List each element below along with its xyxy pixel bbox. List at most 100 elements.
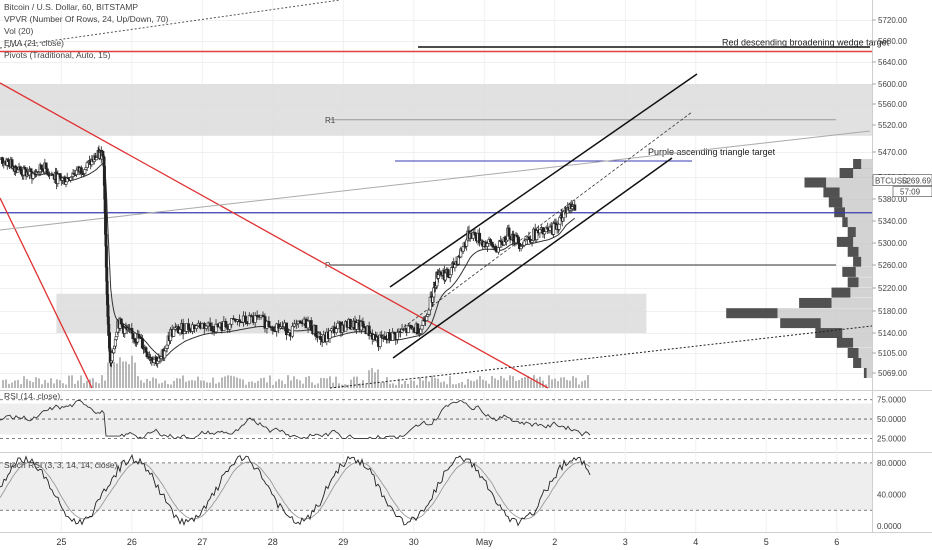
volume-bar xyxy=(215,383,217,388)
vprofile-down-bar xyxy=(839,168,854,178)
price-axis-label: 5600.00 xyxy=(878,80,907,89)
volume-bar xyxy=(137,376,139,388)
volume-bar xyxy=(113,361,115,388)
volume-bar xyxy=(272,384,274,388)
volume-bar xyxy=(95,382,97,388)
volume-bar xyxy=(26,379,28,388)
volume-bar xyxy=(575,377,577,388)
volume-bar xyxy=(506,380,508,388)
candle-body xyxy=(416,323,420,335)
volume-bar xyxy=(470,380,472,388)
candle-body xyxy=(105,280,109,295)
volume-bar xyxy=(179,378,181,388)
price-axis-label: 5140.00 xyxy=(878,329,907,338)
vprofile-up-bar xyxy=(842,197,872,208)
volume-bar xyxy=(332,382,334,388)
volume-bar xyxy=(548,375,550,388)
volume-bar xyxy=(164,380,166,388)
price-level-label: Purple ascending triangle target xyxy=(648,147,776,157)
vprofile-down-bar xyxy=(836,236,854,247)
volume-bar xyxy=(275,381,277,388)
time-axis-label: 2 xyxy=(552,537,557,547)
rsi-axis-label: 50.0000 xyxy=(877,415,906,424)
horizontal-lines: Red descending broadening wedge target Pu… xyxy=(0,38,890,270)
volume-bar xyxy=(101,375,103,388)
volume-bar xyxy=(2,380,4,388)
volume-bar xyxy=(176,378,178,388)
vprofile-down-bar xyxy=(726,308,778,319)
volume-bar xyxy=(407,383,409,388)
candle-body xyxy=(530,240,534,243)
volume-bar xyxy=(149,380,151,388)
volume-bar xyxy=(104,380,106,388)
volume-bar xyxy=(173,380,175,388)
volume-bar xyxy=(170,384,172,388)
volume-bar xyxy=(554,378,556,388)
volume-bar xyxy=(365,384,367,388)
price-axis-label: 5380.00 xyxy=(878,195,907,204)
candle-body xyxy=(183,331,187,335)
volume-bar xyxy=(227,375,229,388)
time-axis-label: 3 xyxy=(623,537,628,547)
candle-body xyxy=(391,331,395,341)
vprofile-down-bar xyxy=(863,368,867,378)
vprofile-down-bar xyxy=(828,197,843,208)
volume-bar xyxy=(17,379,19,388)
vprofile-up-bar xyxy=(850,287,872,298)
indicator-label: Vol (20) xyxy=(4,26,33,36)
candle-body xyxy=(224,321,228,327)
volume-bar xyxy=(119,357,121,388)
volume-bar xyxy=(551,379,553,388)
volume-bar xyxy=(254,382,256,388)
volume-bar xyxy=(278,379,280,388)
volume-bar xyxy=(545,384,547,388)
volume-bar xyxy=(455,384,457,388)
indicator-label: Pivots (Traditional, Auto, 15) xyxy=(4,50,111,60)
vprofile-up-bar xyxy=(820,318,872,329)
volume-bar xyxy=(248,381,250,388)
volume-bar xyxy=(410,380,412,388)
volume-bar xyxy=(245,384,247,388)
vprofile-down-bar xyxy=(831,287,851,298)
candle-body xyxy=(538,229,542,234)
volume-bar xyxy=(479,375,481,388)
volume-bar xyxy=(86,380,88,388)
candle-body xyxy=(388,332,392,340)
volume-bar xyxy=(134,362,136,388)
candle-body xyxy=(319,336,323,340)
price-level-label: R1 xyxy=(325,116,336,125)
volume-bar xyxy=(347,384,349,388)
countdown-box xyxy=(892,186,932,197)
volume-bar xyxy=(527,375,529,388)
stoch-axis-label: 0.0000 xyxy=(877,522,902,531)
volume-bar xyxy=(533,375,535,388)
volume-bars xyxy=(2,355,589,388)
stoch-d-line xyxy=(0,461,591,520)
price-axis-label: 5340.00 xyxy=(878,217,907,226)
volume-bar xyxy=(560,377,562,388)
volume-bar xyxy=(491,376,493,388)
volume-bar xyxy=(398,378,400,388)
volume-bar xyxy=(146,378,148,388)
candle-body xyxy=(306,320,310,329)
candle-body xyxy=(130,328,134,334)
candle-body xyxy=(557,223,561,230)
volume-bar xyxy=(257,381,259,388)
price-axis-label: 5180.00 xyxy=(878,307,907,316)
candle-body xyxy=(102,165,106,186)
volume-bar xyxy=(59,380,61,388)
volume-bar xyxy=(446,384,448,388)
time-axis-label: May xyxy=(476,537,494,547)
trendlines xyxy=(0,0,873,389)
indicator-label: EMA (21, close) xyxy=(4,38,64,48)
volume-bar xyxy=(287,375,289,388)
volume-bar xyxy=(467,378,469,388)
volume-bar xyxy=(209,382,211,388)
volume-bar xyxy=(458,383,460,388)
volume-bar xyxy=(329,376,331,388)
volume-bar xyxy=(182,375,184,388)
volume-bar xyxy=(77,380,79,388)
candle-body xyxy=(163,350,167,359)
volume-bar xyxy=(239,378,241,388)
